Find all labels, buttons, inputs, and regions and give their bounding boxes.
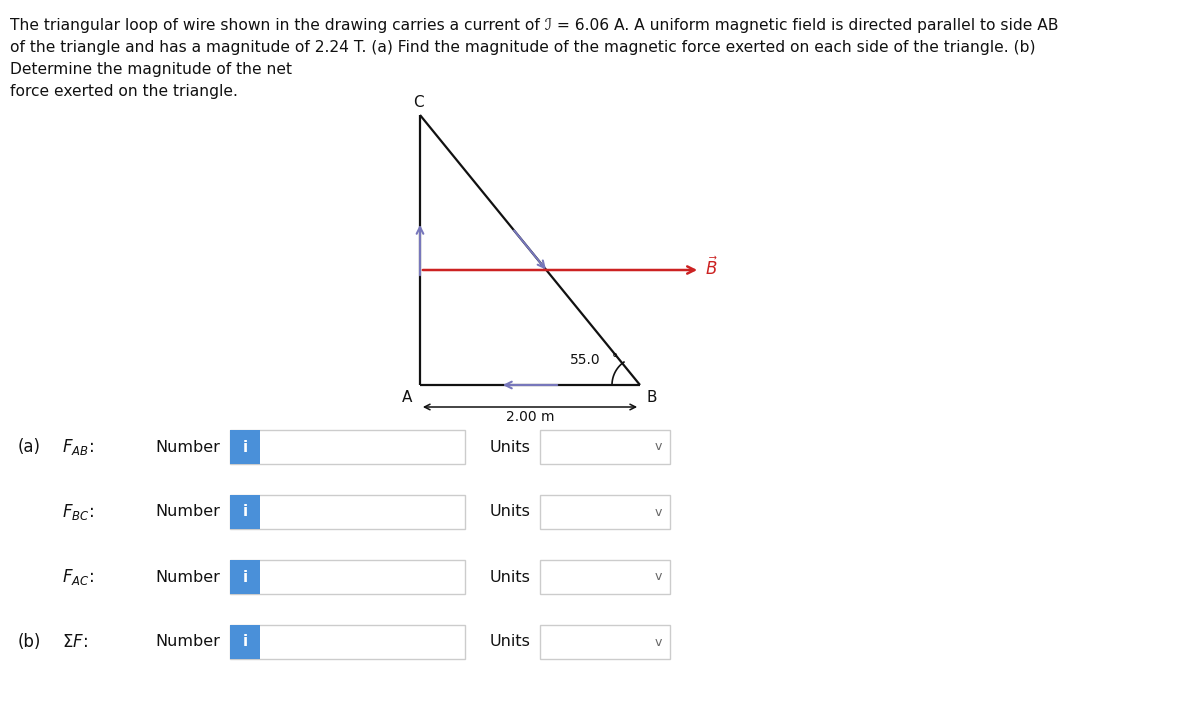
Text: The triangular loop of wire shown in the drawing carries a current of ℐ = 6.06 A: The triangular loop of wire shown in the… <box>10 18 1058 33</box>
Text: Units: Units <box>490 570 530 584</box>
Text: i: i <box>242 505 247 520</box>
Text: A: A <box>402 390 412 405</box>
FancyBboxPatch shape <box>230 495 260 529</box>
Text: Number: Number <box>155 439 220 455</box>
Text: i: i <box>242 634 247 649</box>
Text: Units: Units <box>490 505 530 520</box>
FancyBboxPatch shape <box>230 495 466 529</box>
FancyBboxPatch shape <box>540 625 670 659</box>
Text: v: v <box>654 505 661 518</box>
Text: v: v <box>654 570 661 584</box>
Text: 55.0: 55.0 <box>570 353 600 367</box>
Text: $\Sigma F$:: $\Sigma F$: <box>62 633 88 651</box>
Text: of the triangle and has a magnitude of 2.24 T. (a) Find the magnitude of the mag: of the triangle and has a magnitude of 2… <box>10 40 1036 55</box>
Text: Number: Number <box>155 505 220 520</box>
FancyBboxPatch shape <box>230 430 260 464</box>
Text: Units: Units <box>490 634 530 649</box>
Text: $F_{AC}$:: $F_{AC}$: <box>62 567 94 587</box>
Text: Units: Units <box>490 439 530 455</box>
Text: °: ° <box>612 352 618 365</box>
Text: Number: Number <box>155 570 220 584</box>
Text: 2.00 m: 2.00 m <box>505 410 554 424</box>
Text: C: C <box>413 95 424 110</box>
FancyBboxPatch shape <box>230 430 466 464</box>
Text: i: i <box>242 570 247 584</box>
Text: (b): (b) <box>18 633 41 651</box>
FancyBboxPatch shape <box>230 625 466 659</box>
Text: force exerted on the triangle.: force exerted on the triangle. <box>10 84 238 99</box>
FancyBboxPatch shape <box>230 560 260 594</box>
FancyBboxPatch shape <box>540 560 670 594</box>
FancyBboxPatch shape <box>230 625 260 659</box>
Text: v: v <box>654 635 661 649</box>
Text: $F_{AB}$:: $F_{AB}$: <box>62 437 94 457</box>
FancyBboxPatch shape <box>230 560 466 594</box>
Text: (a): (a) <box>18 438 41 456</box>
Text: Number: Number <box>155 634 220 649</box>
Text: v: v <box>654 441 661 453</box>
Text: $\vec{B}$: $\vec{B}$ <box>706 257 719 279</box>
Text: Determine the magnitude of the net: Determine the magnitude of the net <box>10 62 292 77</box>
Text: B: B <box>646 390 656 405</box>
FancyBboxPatch shape <box>540 430 670 464</box>
Text: i: i <box>242 439 247 455</box>
Text: $F_{BC}$:: $F_{BC}$: <box>62 502 94 522</box>
FancyBboxPatch shape <box>540 495 670 529</box>
